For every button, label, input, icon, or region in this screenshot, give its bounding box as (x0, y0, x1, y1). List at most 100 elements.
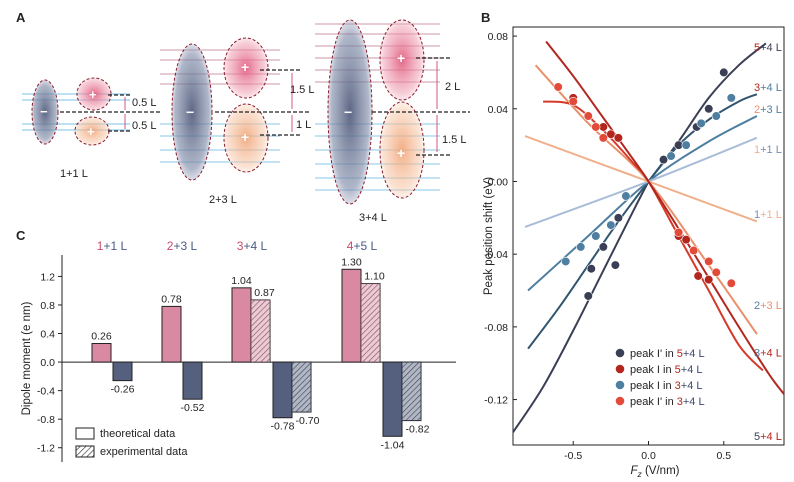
distance-bottom: 1.5 L (442, 134, 466, 146)
bar-label: -0.78 (271, 421, 295, 433)
structure-name: 1+1 L (60, 168, 88, 180)
distance-top: 2 L (445, 81, 460, 93)
group-label-b: +4 L (243, 239, 267, 253)
series-end-label-a: 1 (754, 209, 760, 221)
group-label-b: +1 L (103, 239, 127, 253)
data-point (591, 231, 601, 241)
bar-exp-positive-tint (251, 299, 270, 363)
bar-label: 0.26 (91, 331, 112, 343)
series-end-label: 5+4 L (754, 431, 782, 443)
structure-3-4: − + + 2 L 1.5 L 3+4 L (315, 19, 470, 224)
series-end-label-b: +4 L (760, 42, 782, 54)
data-point (689, 245, 699, 256)
data-point (613, 213, 623, 223)
series-end-label-b: +4 L (760, 431, 782, 443)
y-axis-title: Dipole moment (e nm) (21, 301, 33, 415)
group-label-a: 1 (97, 239, 104, 253)
group-label-a: 3 (237, 239, 244, 253)
data-point (576, 242, 586, 252)
positive-lobe-lower (223, 103, 269, 173)
bar-exp-negative (401, 361, 422, 422)
y-axis-title: Peak position shift (eV) (483, 177, 495, 295)
series-end-label-a: 3 (754, 82, 760, 94)
panel-a-schematic: − + + 0.5 L 0.5 L 1+1 L − (22, 19, 470, 224)
bar-theo-positive (341, 268, 362, 363)
bar-theo-positive (91, 343, 112, 363)
series-end-label-a: 5 (754, 42, 760, 54)
legend-prefix: peak I' in (630, 396, 677, 408)
data-point (606, 220, 616, 230)
bar-label: 0.78 (161, 293, 182, 305)
series-line (512, 181, 650, 433)
y-tick-label: -0.4 (37, 386, 55, 398)
x-tick-label: 0.0 (641, 450, 656, 462)
legend-a: 5 (675, 364, 681, 376)
bar-theo-negative (182, 361, 203, 400)
negative-lobe (31, 79, 59, 145)
positive-lobe-lower (379, 101, 425, 199)
group-label: 2+3 L (167, 239, 198, 253)
legend-prefix: peak I in (630, 364, 675, 376)
bar-label: -0.82 (406, 424, 430, 436)
structure-name: 3+4 L (359, 212, 387, 224)
group-label: 3+4 L (237, 239, 268, 253)
data-point (726, 93, 736, 103)
data-point (681, 140, 691, 150)
bar-exp-positive (360, 283, 381, 363)
series-line (524, 135, 758, 223)
legend-label: peak I in 5+4 L (630, 364, 702, 376)
data-point (711, 267, 721, 277)
legend-a: 3 (675, 380, 681, 392)
y-tick-label: -0.8 (37, 414, 55, 426)
legend-a: 5 (677, 348, 683, 360)
x-axis-title-f: F (631, 465, 639, 477)
series-line (527, 93, 758, 350)
y-tick-label: -0.04 (484, 249, 508, 261)
x-tick-label: 0.5 (716, 450, 731, 462)
series-end-label: 2+3 L (754, 300, 782, 312)
bar-label: -0.70 (296, 415, 320, 427)
panel-label-c: C (16, 228, 26, 243)
legend-prefix: peak I' in (630, 348, 677, 360)
group-label-b: +5 L (353, 239, 377, 253)
series-end-label: 3+4 L (754, 347, 782, 359)
positive-lobe (76, 77, 112, 111)
y-tick-label: 0.0 (40, 357, 55, 369)
minus-sign: − (344, 104, 352, 120)
series-end-label: 5+4 L (754, 42, 782, 54)
series-end-label-b: +4 L (760, 347, 782, 359)
data-point (598, 242, 608, 252)
data-point (674, 227, 684, 237)
data-point (704, 256, 714, 267)
data-point (561, 256, 571, 267)
legend-label-theoretical: theoretical data (100, 428, 176, 440)
legend-b: +4 L (683, 348, 705, 360)
series-end-label-a: 5 (754, 431, 760, 443)
legend-b: +4 L (683, 396, 705, 408)
minus-sign: − (40, 104, 48, 119)
data-point (666, 151, 676, 161)
data-point (704, 104, 714, 114)
series-end-label: 3+4 L (754, 82, 782, 94)
series-end-label-b: +1 L (760, 144, 782, 156)
bar-theo-positive (231, 287, 252, 363)
dipole-bar-chart: -1.2 -0.8 -0.4 0.0 0.4 0.8 1.2 Dipole moment (e… (21, 239, 456, 462)
y-tick-label: 1.2 (40, 271, 55, 283)
legend-prefix: peak I in (630, 380, 675, 392)
bar-theo-positive (161, 305, 182, 363)
legend-marker (615, 364, 625, 374)
panel-label-b: B (481, 10, 490, 25)
peak-shift-chart: 0.08 0.04 0.00 -0.04 -0.08 -0.12 -0.5 0.0 0.5 Pea… (483, 26, 785, 479)
structure-name: 2+3 L (209, 194, 237, 206)
legend-label: peak I' in 5+4 L (630, 348, 705, 360)
series-end-label-b: +3 L (760, 104, 782, 116)
y-tick-label: 0.8 (40, 300, 55, 312)
bar-theo-negative (112, 361, 133, 382)
series-end-label-a: 1 (754, 144, 760, 156)
legend-marker (615, 396, 625, 406)
bar-exp-negative-tint (292, 362, 311, 413)
panel-label-a: A (16, 10, 26, 25)
legend-swatch-theoretical (75, 427, 95, 440)
group-label: 1+1 L (97, 239, 128, 253)
negative-lobe (171, 43, 213, 181)
